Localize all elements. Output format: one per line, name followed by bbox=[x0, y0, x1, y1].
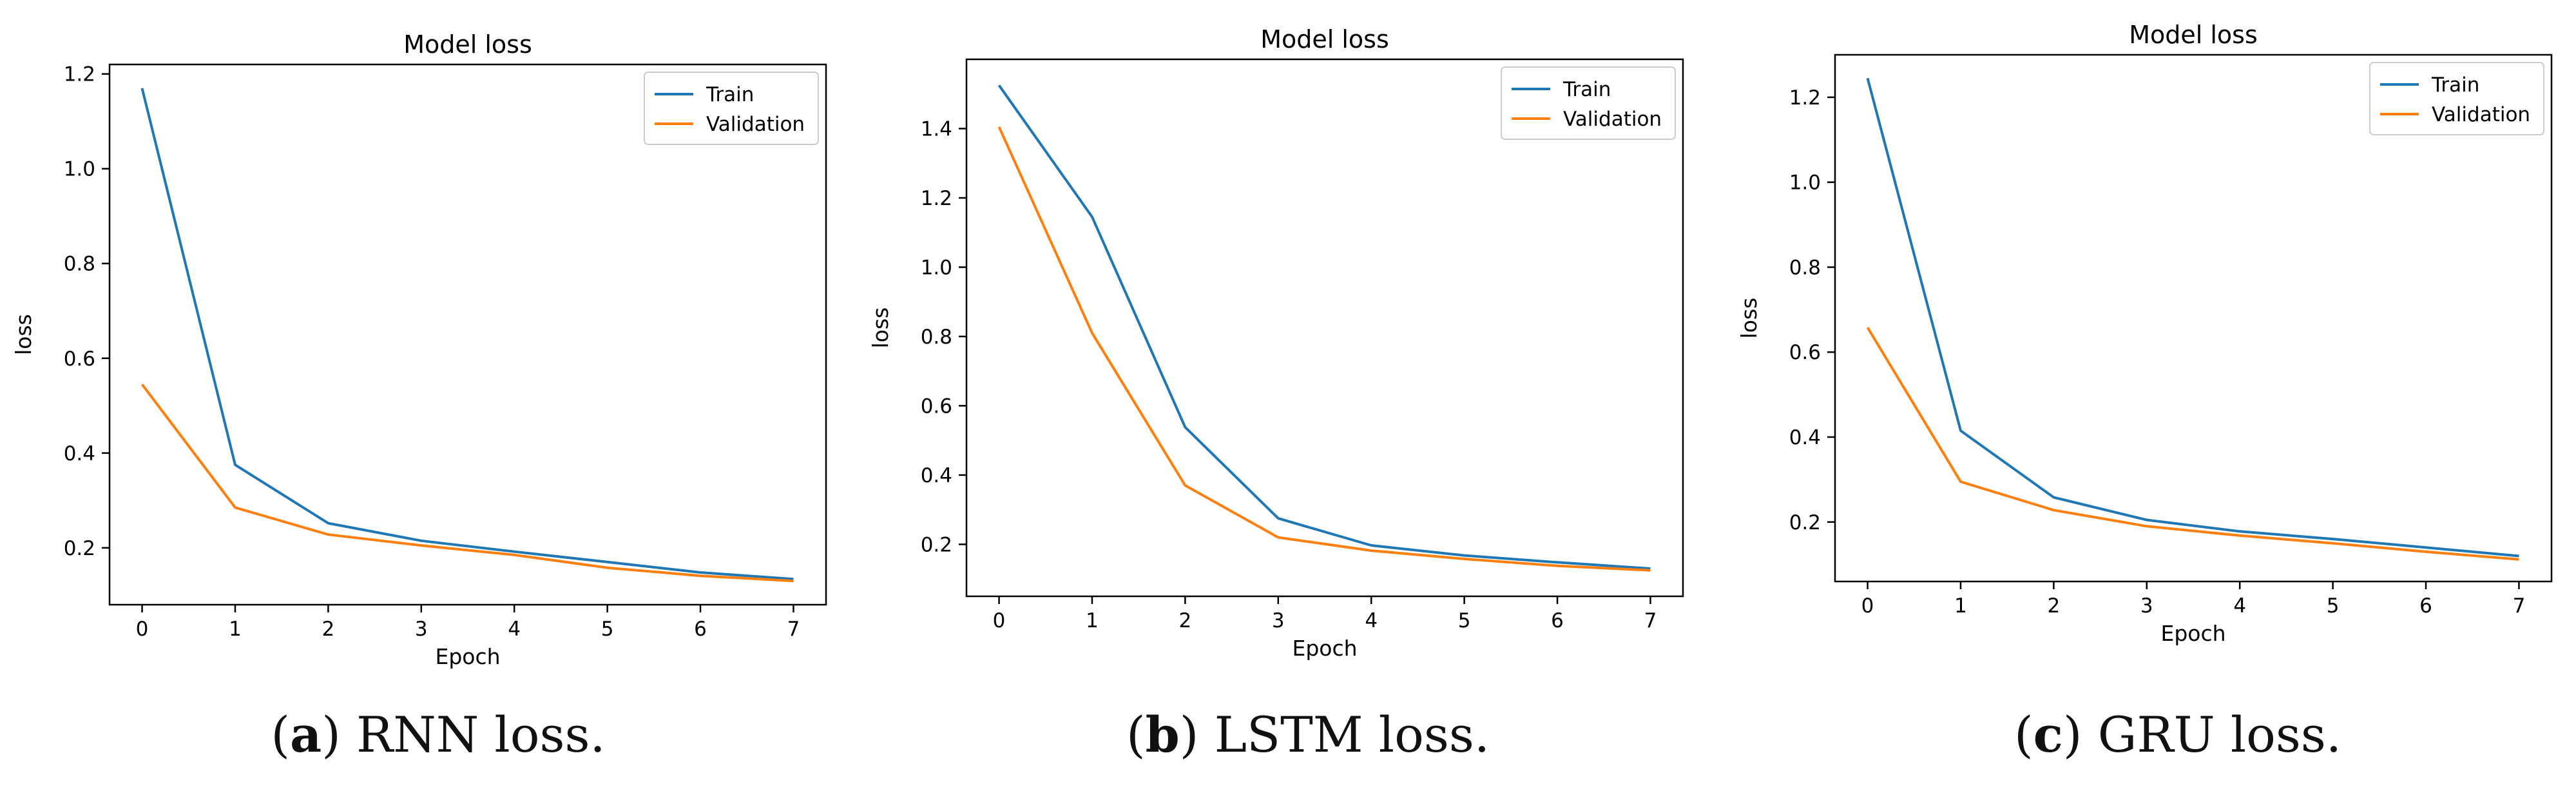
caption-c-label: c bbox=[2033, 706, 2063, 763]
y-tick-label: 0.6 bbox=[1789, 341, 1821, 364]
chart-lstm: Model loss 0 1 2 3 4 5 6 7 Epoch 0.2 0.4 0.6 0.8 1.0 1.… bbox=[868, 25, 1684, 661]
chart-title: Model loss bbox=[1260, 25, 1389, 54]
x-tick-label: 5 bbox=[2327, 594, 2340, 618]
legend-label-validation: Validation bbox=[706, 113, 805, 136]
x-tick-label: 0 bbox=[993, 609, 1006, 632]
caption-c-text: GRU loss. bbox=[2097, 706, 2342, 763]
series-line-validation bbox=[997, 126, 1651, 572]
x-tick-label: 2 bbox=[1179, 609, 1192, 632]
x-tick-label: 6 bbox=[694, 618, 707, 641]
series-line-train bbox=[1866, 77, 2519, 558]
y-tick-label: 1.0 bbox=[64, 158, 95, 181]
legend-label-validation: Validation bbox=[2432, 103, 2530, 126]
caption-a-text: RNN loss. bbox=[356, 706, 606, 763]
y-tick-label: 1.2 bbox=[1789, 86, 1821, 110]
y-tick-label: 0.4 bbox=[64, 442, 95, 465]
x-tick-label: 0 bbox=[136, 618, 149, 641]
x-tick-label: 0 bbox=[1861, 594, 1874, 618]
x-tick-label: 3 bbox=[1272, 609, 1285, 632]
x-axis-label: Epoch bbox=[1292, 636, 1357, 661]
caption-b-text: LSTM loss. bbox=[1214, 706, 1490, 763]
x-tick-label: 4 bbox=[1365, 609, 1378, 632]
series-line-validation bbox=[1866, 326, 2519, 561]
plot-frame bbox=[965, 58, 1684, 598]
chart-rnn: Model loss 0 1 2 3 4 5 6 7 Epoch 0.2 0.4 0.6 0.8 1.0 1.… bbox=[11, 30, 827, 669]
x-tick-label: 4 bbox=[508, 618, 521, 641]
y-tick-label: 0.2 bbox=[921, 533, 952, 556]
x-tick-label: 1 bbox=[1954, 594, 1967, 618]
y-tick-label: 0.6 bbox=[64, 347, 95, 371]
x-tick-label: 1 bbox=[229, 618, 242, 641]
y-tick-label: 0.2 bbox=[64, 537, 95, 560]
x-tick-label: 7 bbox=[1644, 609, 1657, 632]
y-tick-label: 1.0 bbox=[921, 256, 952, 279]
x-tick-label: 3 bbox=[2140, 594, 2153, 618]
y-axis-label: loss bbox=[1736, 298, 1762, 339]
series-line-train bbox=[140, 88, 794, 581]
x-tick-label: 6 bbox=[1551, 609, 1564, 632]
x-tick-label: 5 bbox=[601, 618, 614, 641]
y-tick-label: 0.8 bbox=[64, 253, 95, 276]
legend-box bbox=[2369, 62, 2544, 135]
chart-title: Model loss bbox=[403, 30, 532, 59]
series-line-validation bbox=[140, 383, 794, 583]
caption-a: (a) RNN loss. bbox=[271, 706, 606, 763]
x-tick-label: 7 bbox=[2513, 594, 2526, 618]
chart-title: Model loss bbox=[2129, 21, 2258, 49]
x-tick-label: 3 bbox=[415, 618, 428, 641]
y-tick-label: 0.8 bbox=[921, 326, 952, 349]
legend-label-train: Train bbox=[1562, 78, 1611, 101]
y-tick-label: 1.0 bbox=[1789, 171, 1821, 195]
x-tick-label: 4 bbox=[2233, 594, 2246, 618]
plot-frame bbox=[108, 63, 827, 606]
y-tick-label: 0.4 bbox=[1789, 426, 1821, 449]
y-axis-label: loss bbox=[868, 308, 893, 349]
y-tick-label: 1.2 bbox=[64, 63, 95, 86]
caption-c: (c) GRU loss. bbox=[2014, 706, 2342, 763]
legend-label-validation: Validation bbox=[1563, 108, 1662, 131]
series-line-train bbox=[997, 84, 1651, 570]
caption-a-label: a bbox=[289, 706, 322, 763]
caption-b-label: b bbox=[1145, 706, 1180, 763]
chart-gru: Model loss 0 1 2 3 4 5 6 7 Epoch 0.2 0.4 0.6 0.8 1.0 1.… bbox=[1736, 21, 2553, 646]
x-tick-label: 5 bbox=[1458, 609, 1471, 632]
x-axis-label: Epoch bbox=[2160, 621, 2225, 646]
legend-label-train: Train bbox=[706, 83, 754, 106]
legend-label-train: Train bbox=[2431, 73, 2479, 97]
y-tick-label: 0.2 bbox=[1789, 511, 1821, 534]
x-tick-label: 1 bbox=[1086, 609, 1099, 632]
y-tick-label: 1.2 bbox=[921, 187, 952, 210]
legend-box bbox=[644, 72, 819, 145]
y-tick-label: 1.4 bbox=[921, 117, 952, 141]
x-tick-label: 2 bbox=[2048, 594, 2061, 618]
x-tick-label: 7 bbox=[787, 618, 800, 641]
y-tick-label: 0.6 bbox=[921, 395, 952, 418]
caption-b: (b) LSTM loss. bbox=[1126, 706, 1490, 763]
x-tick-label: 6 bbox=[2419, 594, 2432, 618]
legend: Train Validation bbox=[2369, 62, 2544, 135]
legend: Train Validation bbox=[1501, 66, 1676, 140]
y-axis-label: loss bbox=[11, 314, 36, 355]
x-tick-label: 2 bbox=[322, 618, 335, 641]
y-tick-label: 0.4 bbox=[921, 464, 952, 487]
legend-box bbox=[1501, 66, 1676, 140]
legend: Train Validation bbox=[644, 72, 819, 145]
y-tick-label: 0.8 bbox=[1789, 256, 1821, 279]
x-axis-label: Epoch bbox=[435, 644, 500, 669]
plot-frame bbox=[1834, 54, 2553, 583]
